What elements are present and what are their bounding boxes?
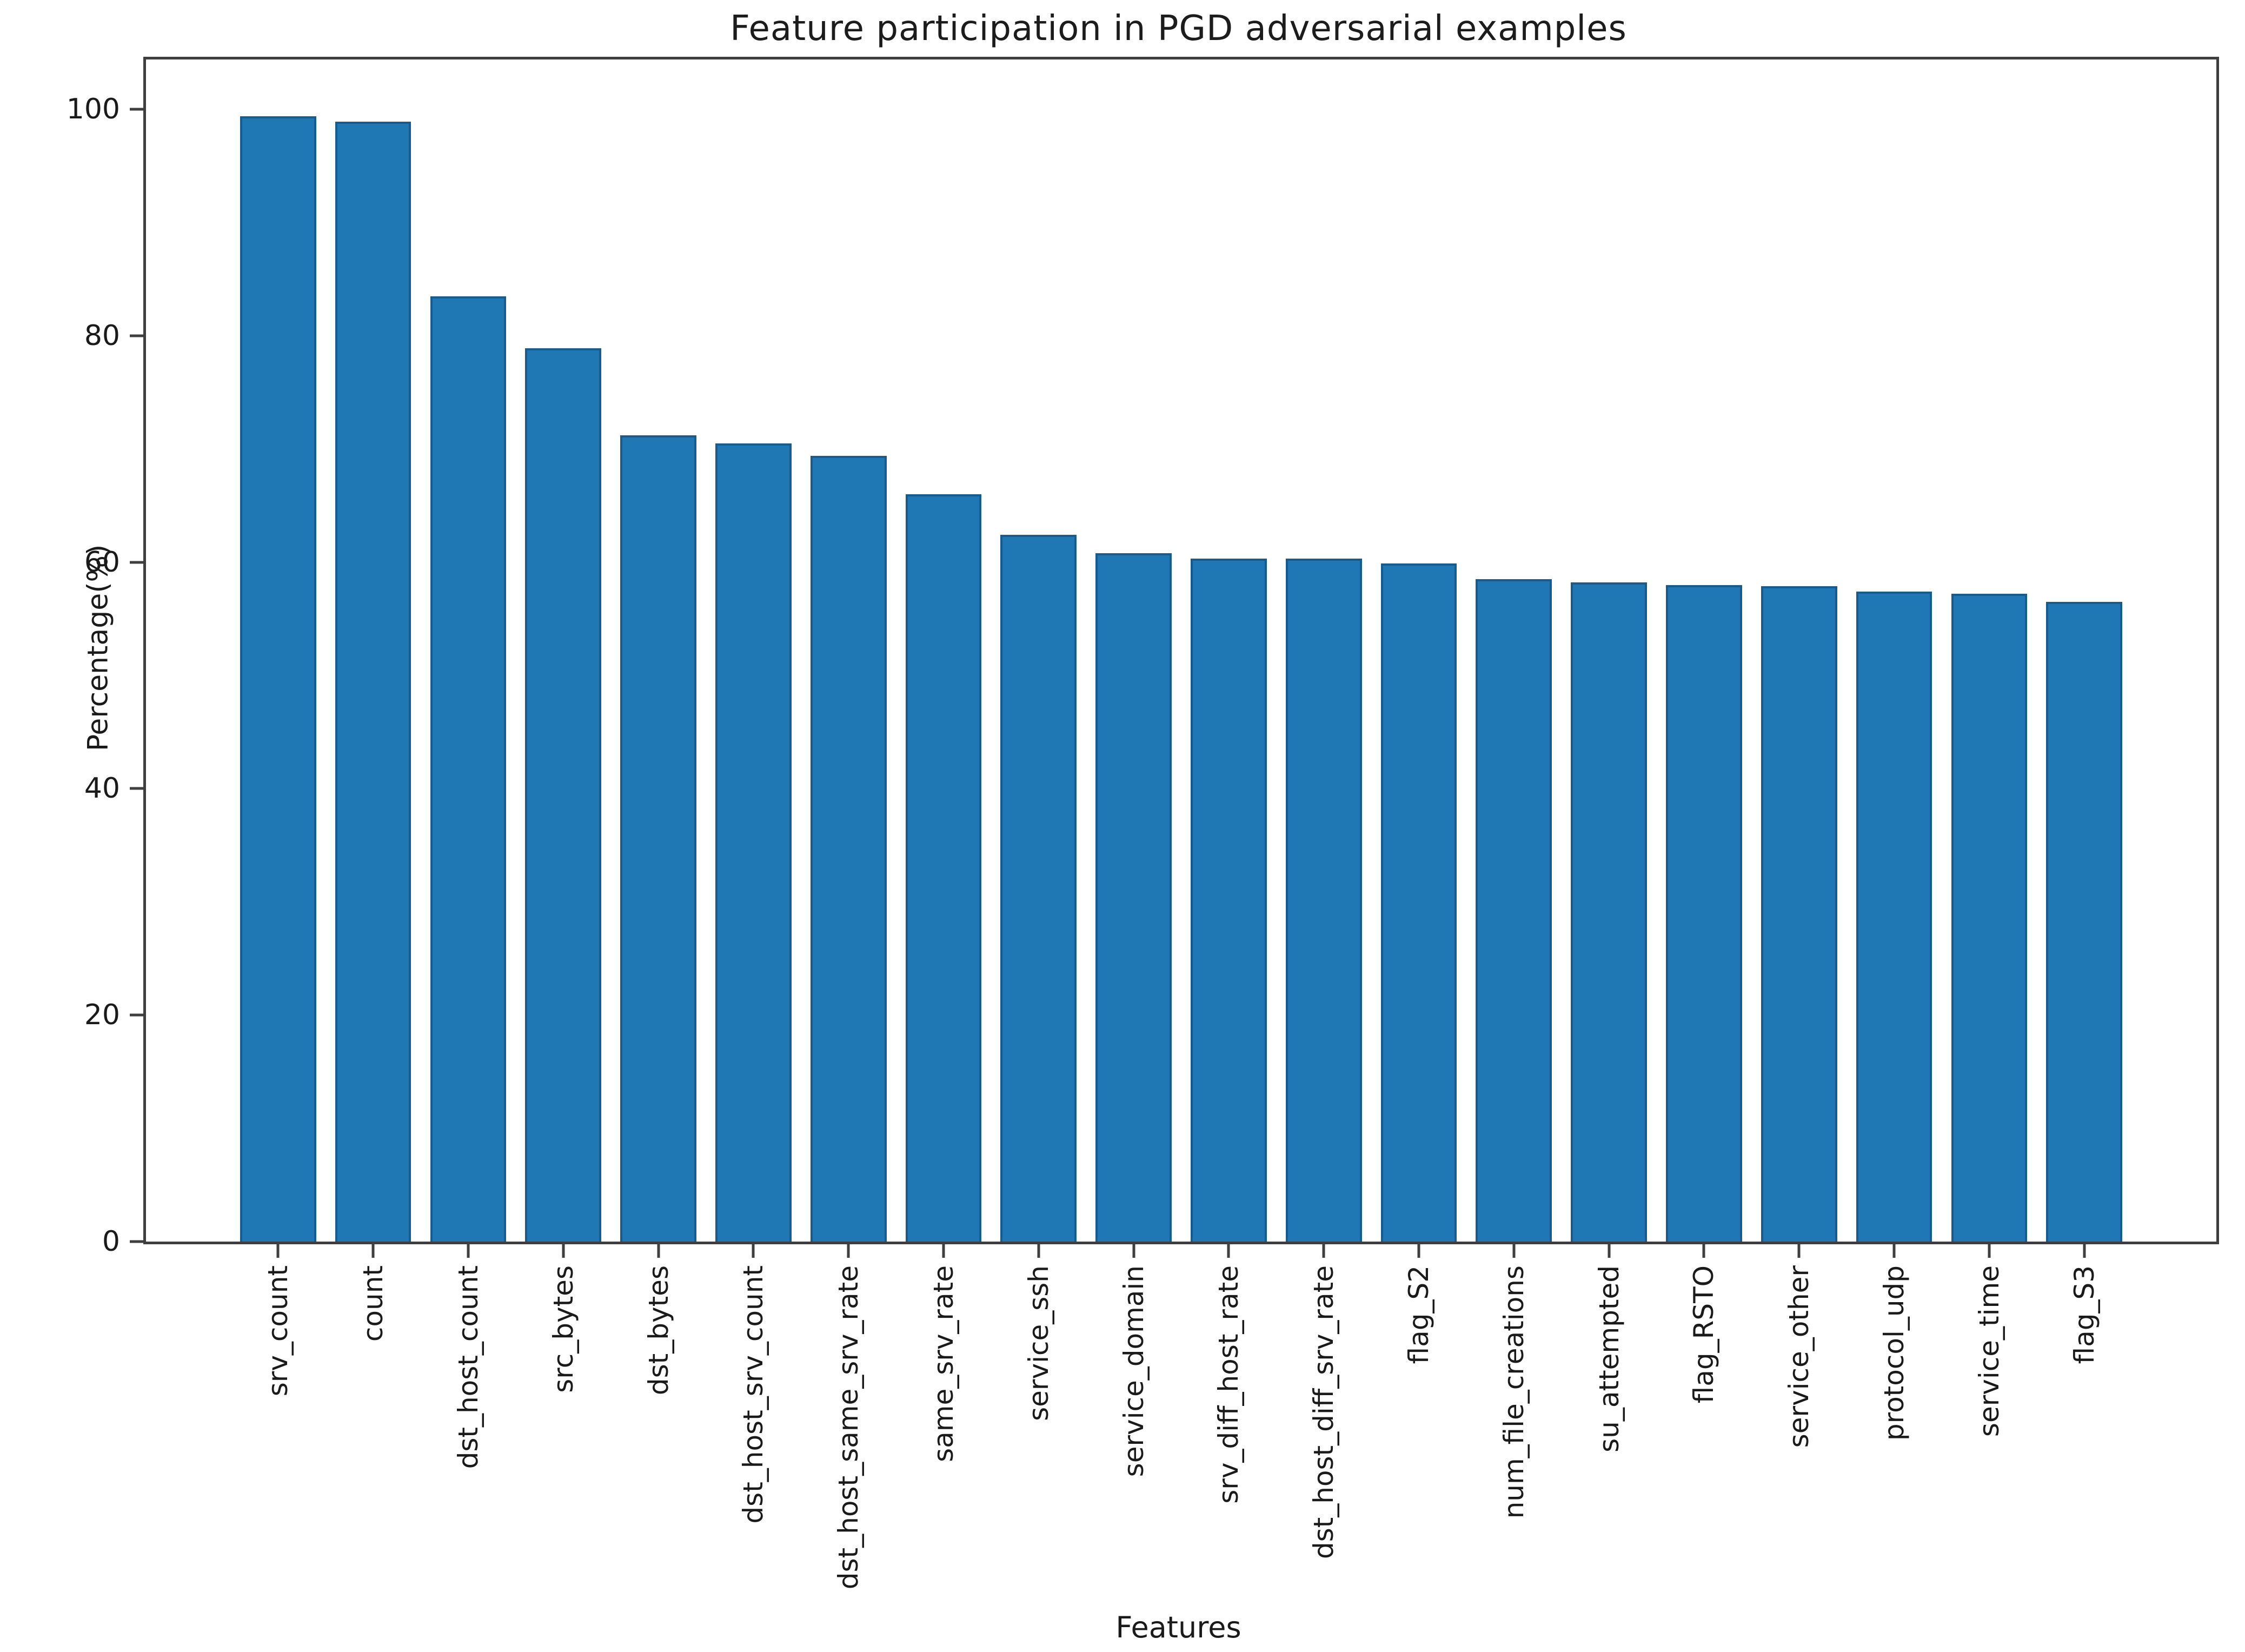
x-tick-mark: [752, 1244, 755, 1258]
x-tick-mark: [467, 1244, 470, 1258]
bar-su_attempted: [1571, 582, 1647, 1242]
x-tick-mark: [942, 1244, 945, 1258]
y-tick-label: 40: [84, 772, 120, 805]
x-tick-mark: [847, 1244, 850, 1258]
x-tick-label-su_attempted: su_attempted: [1593, 1265, 1625, 1452]
x-tick-mark: [1037, 1244, 1040, 1258]
x-tick-mark: [1512, 1244, 1516, 1258]
x-tick-label-src_bytes: src_bytes: [547, 1265, 579, 1393]
x-tick-label-service_other: service_other: [1783, 1265, 1815, 1448]
x-tick-label-count: count: [357, 1265, 389, 1342]
x-tick-mark: [2083, 1244, 2086, 1258]
x-tick-mark: [1892, 1244, 1896, 1258]
bar-same_srv_rate: [905, 494, 982, 1242]
x-tick-mark: [1132, 1244, 1135, 1258]
bar-num_file_creations: [1476, 579, 1552, 1242]
y-tick-label: 0: [102, 1225, 120, 1258]
x-tick-label-dst_bytes: dst_bytes: [642, 1265, 674, 1396]
x-tick-label-flag_S3: flag_S3: [2068, 1265, 2100, 1364]
bar-src_bytes: [525, 348, 602, 1242]
bar-dst_host_same_srv_rate: [810, 455, 887, 1242]
y-tick-mark: [130, 1013, 143, 1017]
x-tick-mark: [1797, 1244, 1801, 1258]
x-tick-label-same_srv_rate: same_srv_rate: [927, 1265, 959, 1462]
bar-dst_host_diff_srv_rate: [1285, 559, 1362, 1242]
bar-dst_host_count: [430, 296, 507, 1242]
x-tick-label-dst_host_same_srv_rate: dst_host_same_srv_rate: [833, 1265, 865, 1590]
x-tick-label-service_domain: service_domain: [1118, 1265, 1150, 1477]
x-tick-mark: [1988, 1244, 1991, 1258]
y-tick-mark: [130, 1240, 143, 1243]
bar-dst_host_srv_count: [715, 443, 792, 1242]
bar-srv_count: [240, 116, 316, 1242]
bar-service_domain: [1095, 553, 1172, 1242]
x-tick-label-num_file_creations: num_file_creations: [1498, 1265, 1530, 1519]
y-tick-mark: [130, 787, 143, 790]
x-tick-mark: [1417, 1244, 1420, 1258]
bar-flag_RSTO: [1666, 585, 1742, 1242]
bar-service_other: [1761, 586, 1837, 1242]
x-tick-label-service_time: service_time: [1973, 1265, 2005, 1437]
x-tick-mark: [1227, 1244, 1230, 1258]
x-tick-label-srv_diff_host_rate: srv_diff_host_rate: [1213, 1265, 1245, 1504]
x-tick-label-srv_count: srv_count: [262, 1265, 294, 1397]
y-tick-mark: [130, 561, 143, 564]
x-tick-mark: [371, 1244, 375, 1258]
bar-service_time: [1951, 594, 2028, 1242]
bar-dst_bytes: [620, 435, 696, 1242]
x-axis-label: Features: [1115, 1610, 1241, 1644]
chart-title: Feature participation in PGD adversarial…: [730, 9, 1627, 49]
x-tick-label-dst_host_srv_count: dst_host_srv_count: [738, 1265, 769, 1524]
x-tick-label-protocol_udp: protocol_udp: [1878, 1265, 1910, 1441]
y-tick-label: 80: [84, 319, 120, 352]
y-tick-mark: [130, 334, 143, 337]
x-tick-mark: [1608, 1244, 1611, 1258]
bar-srv_diff_host_rate: [1191, 559, 1267, 1242]
bar-count: [335, 122, 411, 1242]
bar-flag_S2: [1380, 563, 1457, 1242]
y-tick-label: 100: [66, 93, 120, 126]
x-tick-mark: [657, 1244, 660, 1258]
x-tick-label-dst_host_count: dst_host_count: [452, 1265, 484, 1469]
x-tick-label-flag_S2: flag_S2: [1403, 1265, 1434, 1364]
y-tick-mark: [130, 108, 143, 111]
x-tick-mark: [562, 1244, 565, 1258]
x-tick-mark: [276, 1244, 280, 1258]
x-tick-label-flag_RSTO: flag_RSTO: [1688, 1265, 1720, 1404]
y-tick-label: 20: [84, 999, 120, 1032]
x-tick-label-dst_host_diff_srv_rate: dst_host_diff_srv_rate: [1308, 1265, 1340, 1560]
bar-protocol_udp: [1856, 592, 1932, 1242]
x-tick-mark: [1322, 1244, 1325, 1258]
plot-area: 0 20 40 60 80 100 srv_count count dst_host_count…: [67, 57, 2219, 1589]
y-tick-label: 60: [84, 546, 120, 579]
bar-flag_S3: [2046, 601, 2122, 1242]
bar-service_ssh: [1000, 535, 1077, 1242]
x-tick-label-service_ssh: service_ssh: [1022, 1265, 1054, 1421]
x-tick-mark: [1702, 1244, 1705, 1258]
